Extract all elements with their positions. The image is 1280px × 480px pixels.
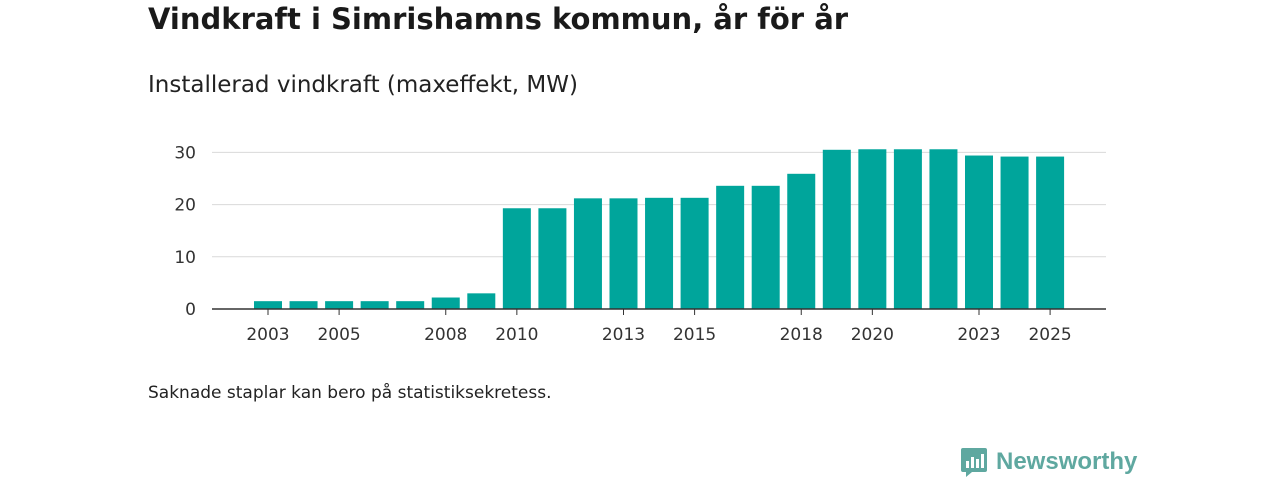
bar-2010 [502,208,531,309]
bar-2020 [858,149,887,309]
axes: 0 10 20 30 2003 2005 2008 2010 2013 2015 2018 2020 2… [174,143,1106,345]
bar-2014 [645,197,674,309]
bar-2019 [822,149,851,309]
chart-subtitle: Installerad vindkraft (maxeffekt, MW) [148,72,578,98]
bars [254,149,1065,309]
x-tick-label-2013: 2013 [602,325,645,345]
bar-2011 [538,208,567,309]
y-tick-label-20: 20 [174,196,196,216]
bar-2008 [431,297,460,309]
bar-2012 [573,198,602,309]
bar-2015 [680,197,709,309]
x-tick-label-2010: 2010 [495,325,538,345]
x-tick-label-2005: 2005 [317,325,360,345]
bar-2013 [609,198,638,309]
bar-2025 [1036,156,1065,309]
bar-2017 [751,185,780,309]
newsworthy-logo-icon [961,448,987,477]
bar-2005 [325,301,354,309]
x-tick-label-2025: 2025 [1028,325,1071,345]
x-tick-label-2023: 2023 [957,325,1000,345]
x-tick-label-2008: 2008 [424,325,467,345]
bar-2006 [360,301,389,309]
bar-2022 [929,149,958,309]
bar-2023 [965,155,993,309]
bar-2007 [396,301,425,309]
y-tick-label-10: 10 [174,248,196,268]
footnote: Saknade staplar kan bero på statistiksek… [148,383,552,403]
x-tick-label-2003: 2003 [246,325,289,345]
x-tick-label-2020: 2020 [851,325,894,345]
bar-2021 [893,149,922,309]
y-tick-label-30: 30 [174,143,196,163]
newsworthy-brand[interactable]: Newsworthy [960,444,1137,480]
y-tick-label-0: 0 [185,300,196,320]
bar-2018 [787,173,816,309]
brand-name: Newsworthy [996,448,1138,475]
x-tick-label-2015: 2015 [673,325,716,345]
x-tick-label-2018: 2018 [780,325,823,345]
chart-title: Vindkraft i Simrishamns kommun, år för å… [148,2,849,36]
bar-2016 [716,185,745,309]
bar-2004 [289,301,318,309]
bar-2003 [254,301,282,309]
bar-2024 [1000,156,1029,309]
bar-chart: 0 10 20 30 2003 2005 2008 2010 2013 2015 2018 2020 2… [174,143,1106,345]
bar-2009 [467,293,496,309]
